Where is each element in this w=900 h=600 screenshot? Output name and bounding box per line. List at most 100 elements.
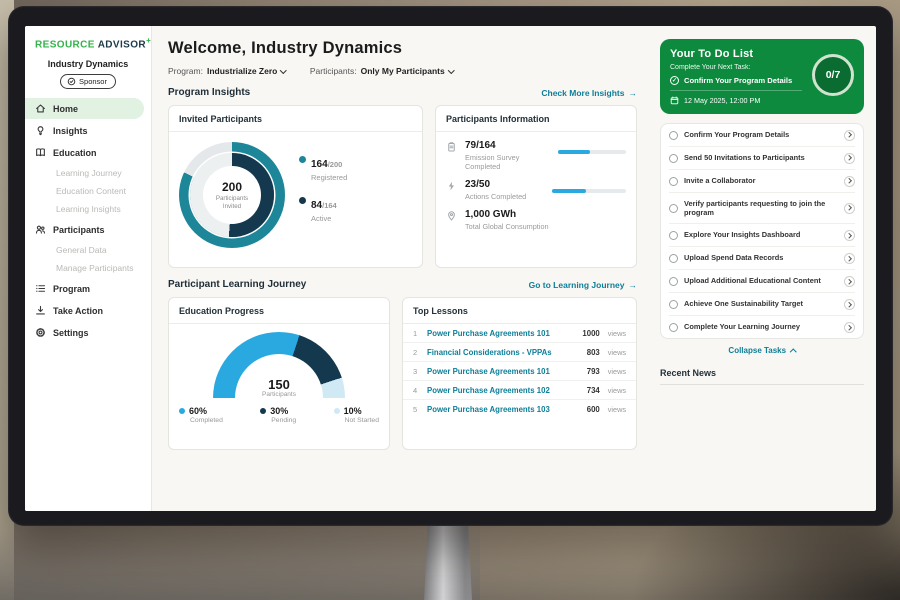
chevron-up-icon: [790, 349, 797, 356]
todo-subtitle: Complete Your Next Task:: [670, 64, 751, 71]
task-checkbox[interactable]: [669, 322, 678, 332]
sidebar-item-settings[interactable]: Settings: [25, 322, 144, 343]
task-checkbox[interactable]: [669, 203, 678, 213]
section-title-program-insights: Program Insights: [168, 87, 251, 98]
task-item[interactable]: Confirm Your Program Details: [669, 124, 855, 147]
participants-select-value: Only My Participants: [360, 66, 445, 76]
task-open-button[interactable]: [844, 202, 855, 214]
task-item[interactable]: Upload Additional Educational Content: [669, 270, 855, 294]
task-checkbox[interactable]: [669, 130, 678, 140]
survey-icon: [446, 141, 457, 153]
legend-item-active: 84/164 Active: [299, 195, 347, 223]
gauge-legend: 60% Completed 30% Pending 10% Not Starte…: [169, 398, 389, 424]
lesson-link[interactable]: Power Purchase Agreements 103: [427, 404, 550, 414]
sidebar-item-label: Home: [53, 103, 79, 114]
task-open-button[interactable]: [844, 275, 855, 287]
participants-select-label: Participants:: [309, 66, 357, 76]
task-item[interactable]: Achieve One Sustainability Target: [669, 293, 855, 317]
task-open-button[interactable]: [844, 252, 855, 264]
task-checkbox[interactable]: [669, 230, 678, 240]
task-item[interactable]: Invite a Collaborator: [669, 170, 855, 193]
lesson-row[interactable]: 4 Power Purchase Agreements 102 734 views: [403, 381, 636, 400]
page-title: Welcome, Industry Dynamics: [168, 39, 403, 57]
todo-summary-card: Your To Do List Complete Your Next Task:…: [660, 39, 864, 114]
education-progress-card: Education Progress 150 Participants 60% …: [168, 297, 390, 450]
actions-icon: [446, 180, 457, 192]
participants-select[interactable]: Participants: Only My Participants: [309, 66, 455, 76]
lesson-row[interactable]: 5 Power Purchase Agreements 103 600 views: [413, 404, 626, 414]
lesson-row[interactable]: 2 Financial Considerations - VPPAs 803 vi…: [403, 343, 636, 362]
task-open-button[interactable]: [844, 129, 855, 141]
sidebar-item-insights[interactable]: Insights: [25, 120, 144, 141]
progress-bar: [557, 150, 626, 154]
sidebar-item-participants[interactable]: Participants: [25, 219, 144, 240]
chevron-down-icon: [280, 66, 287, 74]
lesson-link[interactable]: Power Purchase Agreements 102: [427, 385, 550, 395]
task-open-button[interactable]: [844, 152, 855, 164]
task-checkbox[interactable]: [669, 276, 678, 286]
task-checkbox[interactable]: [669, 253, 678, 263]
sponsor-badge[interactable]: Sponsor: [60, 74, 116, 90]
sidebar-item-home[interactable]: Home: [25, 98, 144, 120]
go-to-learning-journey-link[interactable]: Go to Learning Journey →: [528, 279, 637, 290]
task-open-button[interactable]: [844, 321, 855, 333]
lesson-link[interactable]: Financial Considerations - VPPAs: [427, 347, 552, 357]
legend-item-not-started: 10% Not Started: [333, 406, 379, 424]
sidebar-item-education[interactable]: Education: [25, 142, 144, 163]
program-select-label: Program:: [168, 66, 203, 76]
task-open-button[interactable]: [844, 229, 855, 241]
sidebar-item-label: Education: [53, 147, 97, 158]
participants-information-card: Participants Information 79/164 Emission…: [435, 105, 637, 268]
stat-actions-completed: 23/50 Actions Completed: [436, 171, 636, 201]
app-window: RESOURCE ADVISOR+ Industry Dynamics Spon…: [25, 26, 876, 511]
legend-item-registered: 164/200 Registered: [299, 154, 347, 182]
check-more-insights-link[interactable]: Check More Insights →: [541, 87, 638, 98]
todo-progress-ring: 0/7: [812, 54, 854, 96]
sidebar-item-education-content[interactable]: Education Content: [56, 186, 126, 197]
card-title: Education Progress: [169, 298, 389, 324]
section-title-learning-journey: Participant Learning Journey: [168, 279, 307, 290]
progress-bar: [552, 189, 626, 193]
donut-center-value: 200: [221, 179, 243, 194]
legend-dot: [299, 156, 306, 163]
lesson-row[interactable]: 1 Power Purchase Agreements 101 1000 view…: [403, 324, 636, 343]
sidebar-item-learning-journey[interactable]: Learning Journey: [56, 168, 122, 179]
card-title: Top Lessons: [403, 298, 636, 324]
take-action-icon: [35, 305, 46, 316]
recent-news-header: Recent News: [660, 363, 864, 386]
task-item[interactable]: Explore Your Insights Dashboard: [669, 224, 855, 248]
todo-next-task[interactable]: ✓ Confirm Your Program Details: [670, 76, 802, 91]
task-open-button[interactable]: [844, 175, 855, 187]
task-item[interactable]: Upload Spend Data Records: [669, 247, 855, 271]
sidebar-item-manage-participants[interactable]: Manage Participants: [56, 263, 134, 274]
monitor-bezel: RESOURCE ADVISOR+ Industry Dynamics Spon…: [8, 6, 893, 526]
donut-legend: 164/200 Registered 84/164 Active: [299, 154, 347, 236]
sidebar-item-learning-insights[interactable]: Learning Insights: [56, 204, 121, 215]
stat-emission-survey: 79/164 Emission Survey Completed: [436, 132, 636, 171]
sidebar-item-general-data[interactable]: General Data: [56, 245, 107, 256]
task-item[interactable]: Complete Your Learning Journey: [669, 316, 855, 338]
task-checkbox[interactable]: [669, 299, 678, 309]
lesson-link[interactable]: Power Purchase Agreements 101: [427, 366, 550, 376]
brand-logo[interactable]: RESOURCE ADVISOR+: [35, 36, 152, 51]
collapse-tasks-link[interactable]: Collapse Tasks: [660, 339, 864, 359]
settings-icon: [35, 327, 46, 338]
legend-dot: [299, 197, 306, 204]
sidebar-item-take-action[interactable]: Take Action: [25, 300, 144, 321]
program-select[interactable]: Program: Industrialize Zero: [168, 66, 287, 76]
sponsor-label: Sponsor: [79, 77, 107, 87]
participants-icon: [35, 224, 46, 235]
legend-item-completed: 60% Completed: [179, 406, 223, 424]
sidebar-item-label: Participants: [53, 224, 105, 235]
task-item[interactable]: Send 50 Invitations to Participants: [669, 147, 855, 170]
task-checkbox[interactable]: [669, 176, 678, 186]
gauge-center-value: 150: [268, 377, 290, 392]
task-checkbox[interactable]: [669, 153, 678, 163]
task-open-button[interactable]: [844, 298, 855, 310]
donut-center-label: Participants Invited: [215, 194, 249, 210]
lesson-row[interactable]: 3 Power Purchase Agreements 101 793 views: [403, 362, 636, 381]
task-item[interactable]: Verify participants requesting to join t…: [669, 193, 855, 225]
arrow-right-icon: →: [628, 87, 638, 98]
sidebar-item-program[interactable]: Program: [25, 278, 144, 299]
lesson-link[interactable]: Power Purchase Agreements 101: [427, 328, 550, 338]
